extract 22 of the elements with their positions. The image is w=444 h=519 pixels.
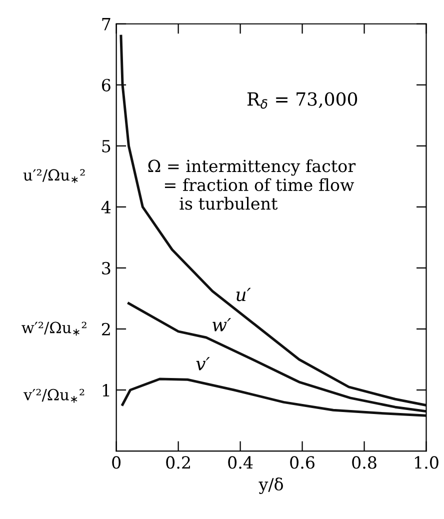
x-tick-label: 0: [112, 456, 121, 469]
y-tick-label: 7: [102, 18, 110, 30]
y-tick-label: 6: [102, 78, 110, 92]
x-tick-label: 1.0: [415, 456, 438, 469]
x-axis-title: y/δ: [258, 478, 283, 494]
annotation: R$_{δ}$ = 73,000: [247, 92, 358, 109]
x-tick-label: 0.6: [290, 456, 314, 469]
text: w′²/Ωu$_{∗}$²: [22, 322, 86, 336]
y-tick-label: 2: [102, 322, 110, 336]
x-tick-label: 0.4: [228, 456, 253, 469]
y-tick-label: 3: [102, 262, 110, 275]
series-label: v′: [196, 357, 210, 370]
annotation: Ω = intermittency factor = fraction of time flow is turbulent: [148, 159, 356, 210]
y-tick-label: 5: [102, 140, 110, 152]
series-label: u′: [236, 288, 251, 302]
y-tick-label: 4: [101, 200, 111, 214]
text: v′²/Ωu$_{∗}$²: [24, 388, 84, 403]
x-tick-label: 0.8: [352, 456, 376, 469]
y-axis-title: u′²/Ωu$_{∗}$²: [23, 169, 85, 184]
x-tick-label: 0.2: [166, 456, 190, 469]
y-tick-label: 1: [102, 384, 110, 396]
series-label: w′: [212, 318, 232, 332]
